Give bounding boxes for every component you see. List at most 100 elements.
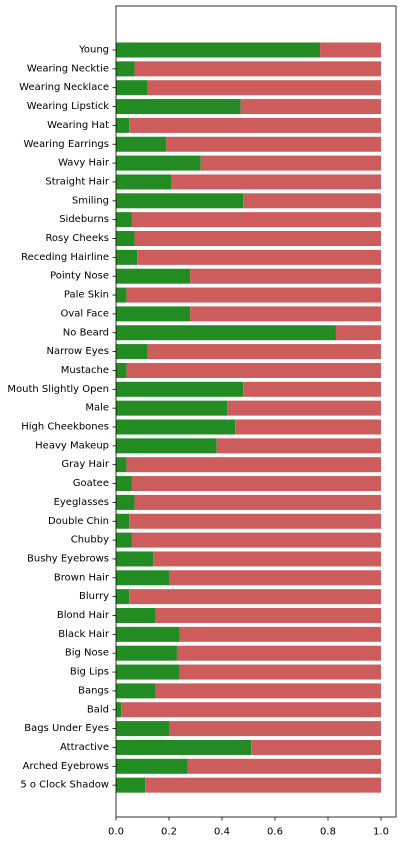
category-label: Young [78,45,109,56]
bar-segment-1-11 [137,249,381,265]
bar-segment-1-36 [169,721,381,737]
bar-segment-1-39 [145,777,381,793]
bar-segment-1-9 [131,212,381,228]
category-label: Narrow Eyes [46,346,109,357]
category-label: Big Nose [65,648,109,659]
category-label: Eyeglasses [54,497,109,508]
bar-segment-0-3 [116,99,241,115]
category-label: Double Chin [48,516,109,527]
category-label: Smiling [72,195,109,206]
category-label: Bags Under Eyes [24,723,109,734]
bar-segment-0-18 [116,381,244,397]
category-label: Gray Hair [61,459,110,470]
category-label: Blond Hair [57,610,110,621]
bar-segment-0-10 [116,231,135,246]
bar-segment-1-31 [179,626,381,642]
bar-segment-1-20 [235,419,381,435]
bar-segment-1-23 [131,476,381,492]
x-tick-label: 0.6 [267,827,283,838]
bar-segment-1-32 [176,645,381,661]
category-label: Attractive [60,742,109,753]
bar-segment-0-25 [116,513,130,529]
category-label: Wearing Hat [47,120,109,131]
category-label: Wearing Necktie [27,63,109,74]
category-label: Wearing Lipstick [27,101,109,112]
bar-segment-0-8 [116,193,244,209]
bar-segment-1-37 [251,739,381,755]
bar-segment-0-36 [116,721,169,737]
bar-segment-1-24 [134,494,381,510]
bar-segment-1-27 [153,551,381,567]
bar-segment-0-13 [116,287,127,303]
category-label: No Beard [63,327,109,338]
bar-segment-0-12 [116,268,191,284]
bar-segment-0-34 [116,683,156,699]
plot-frame [115,5,397,818]
category-label: Goatee [73,478,109,489]
x-tick-label: 0.0 [108,827,124,838]
category-label: Rosy Cheeks [45,233,109,244]
category-label: Wearing Earrings [23,139,109,150]
bar-segment-0-11 [116,249,138,265]
x-tick-label: 0.4 [214,827,230,838]
bar-segment-1-12 [190,268,381,284]
x-tick-label: 1.0 [373,827,389,838]
bar-segment-0-7 [116,174,172,190]
bar-segment-1-34 [155,683,381,699]
bar-segment-1-30 [155,608,381,623]
x-tick-label: 0.8 [320,827,336,838]
category-label: Receding Hairline [21,252,109,263]
category-label: Big Lips [70,667,109,678]
category-label: Pale Skin [64,290,109,301]
x-axis-ticks: 0.0 0.2 0.4 0.6 0.8 1.0 [108,817,389,838]
bar-segment-1-7 [171,174,381,190]
bar-segment-0-37 [116,739,252,755]
bar-segment-0-24 [116,494,135,510]
category-label: High Cheekbones [21,422,109,433]
category-label: Heavy Makeup [35,440,109,451]
category-label: Chubby [71,535,109,546]
bar-segment-0-27 [116,551,154,567]
bar-segment-0-31 [116,626,180,642]
category-label: Brown Hair [54,572,110,583]
category-label: Mustache [61,365,109,376]
category-label: Oval Face [61,308,110,319]
bar-segment-0-4 [116,117,130,133]
bar-segment-0-1 [116,61,135,77]
category-label: Bangs [78,685,109,696]
bar-segment-0-5 [116,136,167,152]
category-label: Pointy Nose [50,271,109,282]
bar-segment-0-39 [116,777,146,793]
bar-segment-0-15 [116,325,336,341]
bar-segment-0-19 [116,400,228,416]
bar-segment-0-22 [116,457,127,473]
bar-segment-0-35 [116,702,122,718]
category-label: Bushy Eyebrows [27,553,109,564]
category-label: Mouth Slightly Open [7,384,109,395]
bar-segment-1-33 [179,664,381,680]
bar-segment-1-3 [240,99,381,115]
bar-segment-1-1 [134,61,381,77]
bar-segment-1-21 [216,438,381,454]
category-labels: Young Wearing Necktie Wearing Necklace Wear… [7,45,116,791]
bar-segment-1-16 [147,344,381,360]
bar-segment-0-9 [116,212,132,228]
bar-segment-0-32 [116,645,177,661]
bar-segment-0-30 [116,608,156,623]
bars-layer [116,42,382,793]
bar-segment-0-6 [116,155,201,171]
bar-segment-0-14 [116,306,191,322]
category-label: Bald [87,704,109,715]
bar-segment-0-0 [116,42,321,58]
bar-segment-0-28 [116,570,169,586]
bar-segment-0-17 [116,362,127,378]
bar-segment-1-35 [121,702,382,718]
bar-segment-1-8 [243,193,381,209]
bar-segment-1-6 [200,155,381,171]
category-label: Wavy Hair [58,158,110,169]
bar-segment-1-28 [169,570,381,586]
category-label: Sideburns [59,214,109,225]
bar-segment-0-33 [116,664,180,680]
bar-segment-1-17 [126,362,381,378]
